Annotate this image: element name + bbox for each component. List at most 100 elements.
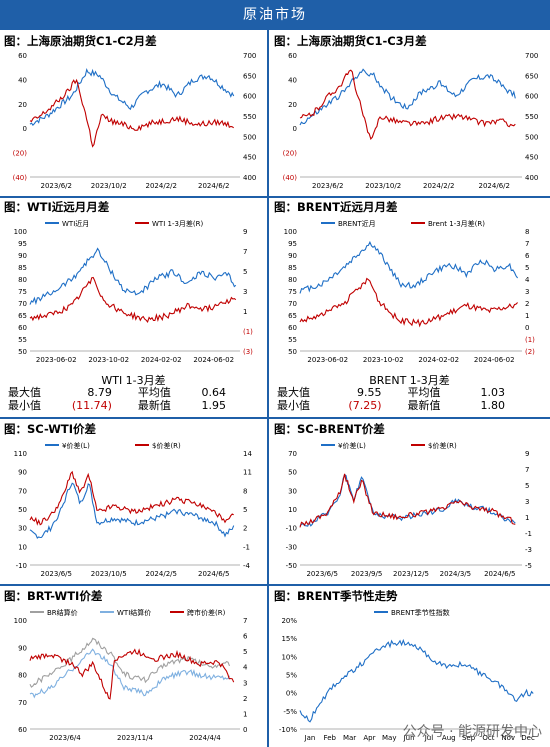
series-line: [29, 470, 234, 526]
x-tick-label: 2023/6/2: [312, 182, 343, 190]
y2-tick-label: 1: [525, 312, 529, 320]
y-tick-label: 85: [288, 264, 297, 272]
y-tick-label: (40): [13, 174, 28, 182]
y-tick-label: 65: [18, 312, 27, 320]
chart-svg: 70 50 30 10 -10 -30 -50 9 7 5 3 1 -1 -3 -5 2023/6/5 2023…: [286, 441, 532, 578]
x-tick-label: Aug: [442, 734, 456, 742]
x-tick-label: 2023/6/5: [306, 570, 337, 578]
x-tick-label: Sep: [462, 734, 476, 742]
x-tick-label: Jun: [403, 734, 415, 742]
x-tick-label: May: [382, 734, 396, 742]
stat-label: 最新值: [137, 399, 171, 412]
panel-title: 图：上海原油期货C1-C2月差: [4, 34, 157, 48]
y2-tick-label: 500: [525, 133, 538, 141]
x-tick-label: Mar: [343, 734, 356, 742]
y-tick-label: 65: [288, 312, 297, 320]
y-tick-label: 55: [18, 336, 27, 344]
series-line: [29, 67, 235, 126]
panel-title: 图：WTI近远月月差: [4, 200, 110, 214]
panel-title: 图：SC-WTI价差: [4, 422, 97, 436]
y-tick-label: 50: [288, 469, 297, 477]
y2-tick-label: 6: [243, 633, 248, 641]
legend-label: WTI结算价: [117, 608, 151, 617]
y-tick-label: 90: [288, 252, 297, 260]
x-tick-label: 2023/6/2: [41, 182, 72, 190]
brent-stats-block: BRENT 1-3月差 最大值 9.55 平均值 1.03 最小值 (7.25)…: [269, 370, 550, 415]
y2-tick-label: 4: [525, 276, 530, 284]
y-tick-label: 50: [18, 506, 27, 514]
y-tick-label: (40): [283, 174, 298, 182]
y-tick-label: 70: [288, 450, 297, 458]
y2-tick-label: 1: [243, 308, 247, 316]
y-tick-label: 95: [18, 240, 27, 248]
series-line: [29, 637, 231, 688]
y2-tick-label: 550: [525, 113, 538, 121]
chart-svg: 1009590858075706560555097531(1)(3)2023-0…: [14, 219, 254, 364]
y-tick-label: 10: [288, 506, 297, 514]
stat-label: 平均值: [407, 386, 441, 399]
series-line: [299, 69, 516, 140]
x-tick-label: 2024/6/5: [484, 570, 515, 578]
series-line: [299, 68, 516, 126]
stat-value: (7.25): [348, 399, 382, 412]
y2-tick-label: 2: [525, 300, 529, 308]
chart-brent-spread: 图：BRENT近远月月差 100 95 90 85 80 75 70 65 60 55 50 8 7 6 5…: [274, 199, 546, 367]
series-line: [29, 482, 235, 539]
y2-tick-label: 14: [243, 450, 252, 458]
y-tick-label: 20: [288, 101, 297, 109]
x-tick-label: 2023/10/2: [91, 182, 127, 190]
x-tick-label: 2024-02-02: [141, 356, 182, 364]
x-tick-label: 2023/9/5: [351, 570, 382, 578]
y2-tick-label: 8: [525, 228, 529, 236]
y-tick-label: 95: [288, 240, 297, 248]
y-tick-label: 20: [18, 101, 27, 109]
x-tick-label: 2023/12/5: [393, 570, 429, 578]
stat-label: 平均值: [137, 386, 171, 399]
y2-tick-label: 0: [525, 324, 529, 332]
panel-title: 图：BRT-WTI价差: [4, 589, 103, 603]
table-row: 最小值 (11.74) 最新值 1.95: [2, 399, 232, 412]
chart-sc-brent: 图：SC-BRENT价差 70 50 30 10 -10 -30 -50 9 7 5 3 1 -1 -3 -…: [274, 421, 546, 581]
chart-brt-wti: 图：BRT-WTI价差 100 90 80 70 60 7 6 5 4 3 2 1 0 2023/6/4 2…: [4, 588, 264, 745]
y-tick-label: 100: [284, 228, 297, 236]
row-divider: [0, 196, 550, 198]
y-tick-label: 55: [288, 336, 297, 344]
row-divider: [0, 417, 550, 419]
y-tick-label: 70: [18, 699, 27, 707]
x-tick-label: 2024/2/5: [146, 570, 177, 578]
y2-tick-label: (2): [525, 348, 535, 356]
panel-title: 图：BRENT近远月月差: [274, 200, 398, 214]
y-tick-label: 90: [18, 469, 27, 477]
watermark: 公众号 · 能源研发中心: [402, 724, 542, 740]
x-tick-label: 2024/6/5: [198, 570, 229, 578]
y-tick-label: 100: [14, 617, 27, 625]
y2-tick-label: 3: [243, 288, 247, 296]
y2-tick-label: (3): [243, 348, 253, 356]
chart-sc-wti: 图：SC-WTI价差 110 90 70 50 30 10 -10 14 11 8 5 2 -1 -4 20…: [4, 421, 264, 581]
x-tick-label: Jan: [304, 734, 316, 742]
y2-tick-label: 5: [525, 482, 529, 490]
table-row: 最大值 9.55 平均值 1.03: [271, 386, 511, 399]
y-tick-label: -10%: [279, 726, 297, 734]
series-line: [299, 473, 516, 527]
x-tick-label: 2024/6/2: [198, 182, 229, 190]
legend-label: $价差(R): [428, 441, 457, 450]
chart-svg: 20% 15% 10% 5% 0% -5% -10% Jan Feb Mar Apr May Jun Ju…: [279, 608, 538, 742]
y-tick-label: 90: [18, 644, 27, 652]
y2-tick-label: 600: [525, 93, 538, 101]
y2-tick-label: 650: [525, 72, 538, 80]
y-tick-label: 70: [18, 487, 27, 495]
y-tick-label: 85: [18, 264, 27, 272]
y2-tick-label: 1: [525, 514, 529, 522]
stat-label: 最大值: [8, 386, 41, 399]
y-tick-label: 5%: [286, 672, 297, 680]
chart-svg: 10095908580757065605550876543210(1)(2)20…: [284, 219, 536, 364]
x-tick-label: 2023-10-02: [88, 356, 129, 364]
y-tick-label: 50: [288, 348, 297, 356]
stat-value: (11.74): [71, 399, 112, 412]
x-tick-label: 2024/2/2: [146, 182, 177, 190]
legend-label: BR结算价: [47, 608, 78, 617]
y-tick-label: -30: [286, 543, 297, 551]
y-tick-label: 60: [288, 324, 297, 332]
chart-svg: 100 90 80 70 60 7 6 5 4 3 2 1 0 2023/6/4 2023/11/4 2024…: [14, 608, 248, 742]
